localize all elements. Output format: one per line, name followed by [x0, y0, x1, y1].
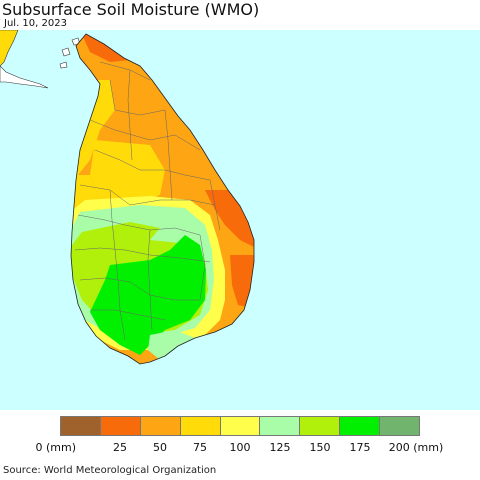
legend-label: 75: [193, 441, 207, 454]
india-coast-white: [0, 65, 49, 89]
legend-swatch: [140, 417, 181, 435]
legend-swatch: [61, 417, 101, 435]
legend-label: 150: [309, 441, 331, 454]
legend-label: 50: [153, 441, 167, 454]
legend-label: 25: [113, 441, 127, 454]
legend-color-bar: [60, 416, 420, 436]
district-boundaries: [74, 61, 221, 341]
legend-label: 175: [349, 441, 371, 454]
soil-moisture-map: [0, 30, 480, 410]
legend-swatch: [300, 417, 341, 435]
legend-swatch: [380, 417, 420, 435]
legend-swatch: [180, 417, 221, 435]
map-date: Jul. 10, 2023: [4, 18, 67, 29]
legend-label: 200 (mm): [388, 441, 444, 454]
india-landmass: [0, 30, 18, 66]
legend-label: 125: [269, 441, 291, 454]
legend-label: 100: [229, 441, 251, 454]
island-small-1: [61, 47, 71, 57]
legend-labels: 0 (mm) 25 50 75 100 125 150 175 200 (mm): [0, 441, 480, 455]
source-credit: Source: World Meteorological Organizatio…: [3, 465, 217, 476]
legend-swatch: [220, 417, 261, 435]
map-title: Subsurface Soil Moisture (WMO): [2, 0, 260, 19]
island-small-3: [59, 61, 68, 69]
legend-swatch: [100, 417, 141, 435]
legend-swatch: [260, 417, 301, 435]
legend-label: 0 (mm): [35, 441, 76, 454]
sri-lanka-outline: [70, 33, 255, 365]
legend-swatch: [340, 417, 381, 435]
